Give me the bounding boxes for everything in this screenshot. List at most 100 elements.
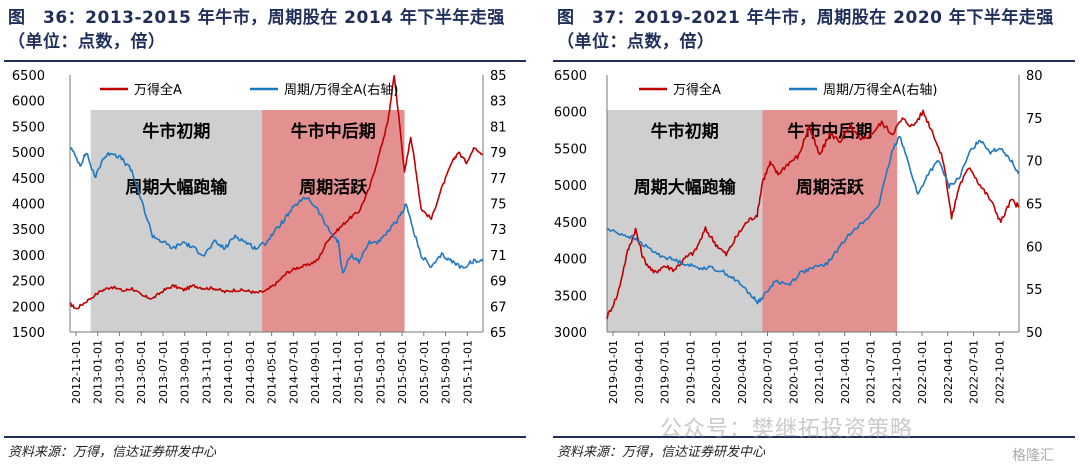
- x-tick-label: 2021-07-01: [865, 340, 878, 404]
- right-tick-label: 75: [1026, 112, 1043, 127]
- left-tick-label: 3000: [12, 249, 45, 264]
- x-tick-label: 2014-11-01: [331, 340, 344, 404]
- left-tick-label: 6000: [12, 95, 45, 110]
- left-tick-label: 1500: [12, 326, 45, 341]
- title-rule: [553, 60, 1075, 62]
- left-tick-label: 2000: [12, 300, 45, 315]
- shaded-region: [262, 110, 405, 332]
- x-tick-label: 2019-04-01: [633, 340, 646, 404]
- x-tick-label: 2021-10-01: [890, 340, 903, 404]
- x-tick-label: 2014-01-01: [222, 340, 235, 404]
- x-tick-label: 2020-07-01: [762, 340, 775, 404]
- right-tick-label: 85: [490, 69, 507, 84]
- right-tick-label: 81: [490, 120, 507, 135]
- right-tick-label: 50: [1026, 326, 1043, 341]
- shaded-region: [607, 110, 763, 332]
- x-tick-label: 2020-01-01: [710, 340, 723, 404]
- right-tick-label: 65: [1026, 198, 1043, 213]
- right-tick-label: 80: [1026, 69, 1043, 84]
- right-tick-label: 83: [490, 95, 507, 110]
- source-note: 资料来源：万得，信达证券研发中心: [8, 445, 217, 460]
- left-tick-label: 3000: [554, 326, 587, 341]
- right-tick-label: 71: [490, 249, 507, 264]
- left-tick-label: 4500: [554, 216, 587, 231]
- x-tick-label: 2013-09-01: [179, 340, 192, 404]
- region-label: 牛市中后期: [291, 121, 376, 142]
- region-label: 牛市初期: [142, 121, 210, 142]
- source-note: 资料来源：万得，信达证券研发中心: [557, 445, 766, 460]
- left-tick-label: 4000: [554, 253, 587, 268]
- shaded-region: [90, 110, 263, 332]
- x-tick-label: 2022-01-01: [916, 340, 929, 404]
- x-tick-label: 2019-01-01: [607, 340, 620, 404]
- x-tick-label: 2015-11-01: [461, 340, 474, 404]
- x-tick-label: 2015-01-01: [353, 340, 366, 404]
- shaded-region: [762, 110, 898, 332]
- title-rule: [4, 60, 526, 62]
- x-tick-label: 2021-04-01: [839, 340, 852, 404]
- region-label: 周期活跃: [299, 177, 368, 198]
- right-tick-label: 70: [1026, 155, 1043, 170]
- x-tick-label: 2019-10-01: [684, 340, 697, 404]
- left-tick-label: 5000: [12, 146, 45, 161]
- figure-title: 图 37：2019-2021 年牛市，周期股在 2020 年下半年走强（单位：点…: [557, 8, 1054, 52]
- left-tick-label: 2500: [12, 275, 45, 290]
- right-tick-label: 67: [490, 300, 507, 315]
- legend-label: 万得全A: [673, 82, 721, 98]
- legend-label: 周期/万得全A(右轴): [823, 82, 937, 98]
- region-label: 周期大幅跑输: [634, 177, 737, 198]
- x-tick-label: 2022-04-01: [942, 340, 955, 404]
- left-tick-label: 4000: [12, 198, 45, 213]
- x-tick-label: 2014-03-01: [244, 340, 257, 404]
- chart-37: 牛市初期周期大幅跑输牛市中后期周期活跃300035004000450050005…: [554, 69, 1043, 404]
- right-tick-label: 55: [1026, 283, 1043, 298]
- left-tick-label: 5500: [554, 142, 587, 157]
- x-tick-label: 2013-11-01: [200, 340, 213, 404]
- x-tick-label: 2020-04-01: [736, 340, 749, 404]
- legend-label: 周期/万得全A(右轴): [284, 82, 398, 98]
- legend-label: 万得全A: [134, 82, 182, 98]
- region-label: 牛市初期: [651, 121, 719, 142]
- x-tick-label: 2015-07-01: [418, 340, 431, 404]
- left-tick-label: 6000: [554, 106, 587, 121]
- series-line: [69, 147, 484, 274]
- series-line: [606, 135, 1020, 305]
- figure-36: 图 36：2013-2015 年牛市，周期股在 2014 年下半年走强（单位：点…: [0, 0, 530, 471]
- series-line: [606, 109, 1020, 320]
- right-tick-label: 65: [490, 326, 507, 341]
- figure-title: 图 36：2013-2015 年牛市，周期股在 2014 年下半年走强（单位：点…: [8, 8, 505, 52]
- left-tick-label: 3500: [554, 289, 587, 304]
- left-tick-label: 3500: [12, 223, 45, 238]
- left-tick-label: 5500: [12, 120, 45, 135]
- left-tick-label: 4500: [12, 172, 45, 187]
- x-tick-label: 2022-07-01: [968, 340, 981, 404]
- x-tick-label: 2015-09-01: [440, 340, 453, 404]
- watermark-text: 公众号：樊继拓投资策略: [660, 417, 914, 442]
- x-tick-label: 2013-03-01: [113, 340, 126, 404]
- x-tick-label: 2022-10-01: [993, 340, 1006, 404]
- region-label: 周期活跃: [796, 177, 865, 198]
- x-tick-label: 2015-03-01: [374, 340, 387, 404]
- figure-37: 图 37：2019-2021 年牛市，周期股在 2020 年下半年走强（单位：点…: [549, 0, 1079, 471]
- x-tick-label: 2013-07-01: [157, 340, 170, 404]
- left-tick-label: 6500: [554, 69, 587, 84]
- x-tick-label: 2013-01-01: [92, 340, 105, 404]
- right-tick-label: 77: [490, 172, 507, 187]
- right-tick-label: 79: [490, 146, 507, 161]
- x-tick-label: 2012-11-01: [70, 340, 83, 404]
- right-tick-label: 75: [490, 198, 507, 213]
- source-rule: [553, 436, 1075, 438]
- region-label: 周期大幅跑输: [125, 177, 228, 198]
- right-tick-label: 73: [490, 223, 507, 238]
- series-line: [69, 74, 484, 310]
- x-tick-label: 2014-09-01: [309, 340, 322, 404]
- x-tick-label: 2013-05-01: [135, 340, 148, 404]
- right-tick-label: 69: [490, 275, 507, 290]
- x-tick-label: 2021-01-01: [813, 340, 826, 404]
- x-tick-label: 2019-07-01: [659, 340, 672, 404]
- x-tick-label: 2014-05-01: [266, 340, 279, 404]
- x-tick-label: 2015-05-01: [396, 340, 409, 404]
- left-tick-label: 6500: [12, 69, 45, 84]
- right-tick-label: 60: [1026, 240, 1043, 255]
